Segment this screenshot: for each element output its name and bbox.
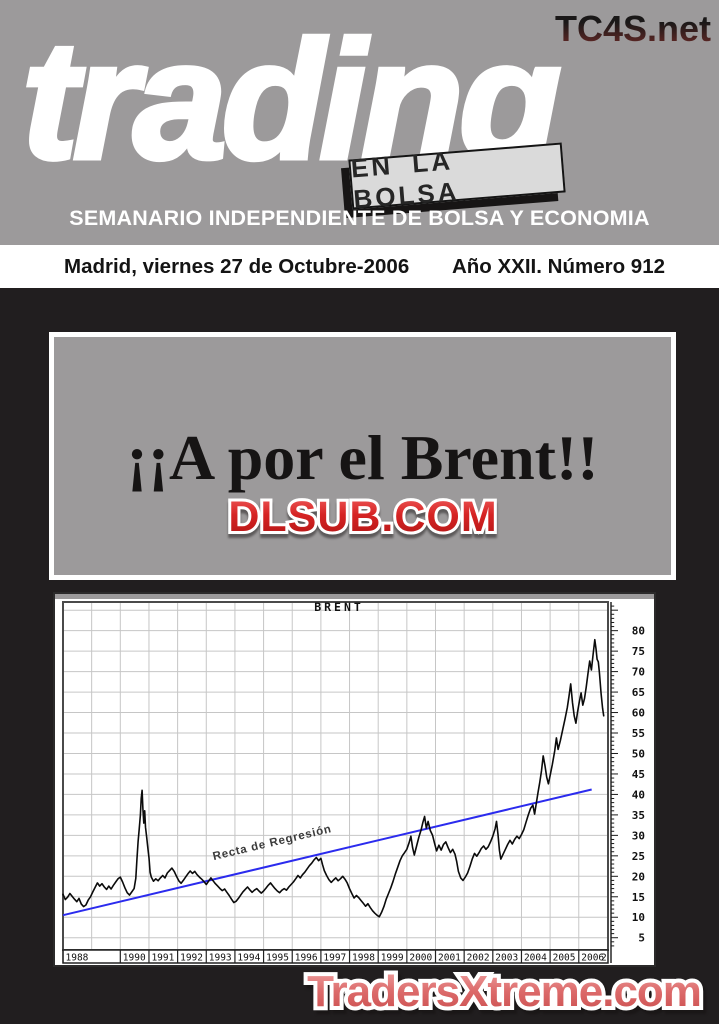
svg-text:1990: 1990 [123, 953, 146, 964]
brent-chart: 1988 1990 1991 1992 1993 1994 1995 1996 1997 1998… [55, 594, 654, 964]
brent-chart-panel: 1988 1990 1991 1992 1993 1994 1995 1996 1997 1998… [53, 592, 656, 967]
svg-text:1995: 1995 [266, 953, 289, 964]
headline-title: ¡¡A por el Brent!! [126, 422, 599, 493]
svg-text:Recta de Regresión: Recta de Regresión [212, 823, 333, 863]
headline-box: ¡¡A por el Brent!! DLSUB.COM [49, 332, 676, 580]
svg-text:35: 35 [632, 809, 645, 822]
tradersxtreme-watermark: TradersXtreme.com [303, 963, 706, 1020]
svg-text:55: 55 [632, 727, 645, 740]
svg-text:2002: 2002 [467, 953, 490, 964]
svg-text:65: 65 [632, 686, 645, 699]
svg-text:2003: 2003 [495, 953, 518, 964]
svg-text:2000: 2000 [409, 953, 432, 964]
svg-text:2005: 2005 [553, 953, 576, 964]
svg-text:80: 80 [632, 625, 645, 638]
svg-text:1991: 1991 [151, 953, 174, 964]
masthead: TC4S.net trading EN LA BOLSA SEMANARIO I… [0, 0, 719, 245]
dlsub-watermark-text: DLSUB.COM [228, 493, 497, 541]
svg-text:20: 20 [632, 870, 645, 883]
svg-text:1988: 1988 [66, 953, 89, 964]
svg-text:1992: 1992 [180, 953, 203, 964]
svg-text:50: 50 [632, 747, 645, 760]
svg-text:1994: 1994 [237, 953, 260, 964]
svg-text:45: 45 [632, 768, 645, 781]
tradersxtreme-watermark-text: TradersXtreme.com [307, 967, 701, 1016]
svg-text:30: 30 [632, 829, 645, 842]
svg-text:10: 10 [632, 911, 645, 924]
svg-text:25: 25 [632, 850, 645, 863]
svg-text:1996: 1996 [295, 953, 318, 964]
svg-text:1998: 1998 [352, 953, 375, 964]
tagline-box: EN LA BOLSA [348, 142, 566, 214]
dateline-issue: Año XXII. Número 912 [451, 254, 665, 278]
svg-text:1993: 1993 [209, 953, 232, 964]
svg-text:40: 40 [632, 788, 645, 801]
tc4s-watermark-text: TC4S.net [555, 8, 711, 49]
dateline-bar: Madrid, viernes 27 de Octubre-2006 Año X… [0, 245, 719, 288]
svg-text:2001: 2001 [438, 953, 461, 964]
svg-text:1999: 1999 [381, 953, 404, 964]
tc4s-watermark: TC4S.net [555, 8, 711, 49]
svg-text:2: 2 [601, 953, 607, 964]
masthead-subtitle: SEMANARIO INDEPENDIENTE DE BOLSA Y ECONO… [69, 206, 650, 230]
svg-text:75: 75 [632, 645, 645, 658]
svg-text:60: 60 [632, 707, 645, 720]
svg-text:BRENT: BRENT [314, 600, 364, 614]
svg-text:2004: 2004 [524, 953, 547, 964]
dlsub-watermark: DLSUB.COM [225, 490, 499, 544]
svg-text:2006: 2006 [581, 953, 604, 964]
dateline-date: Madrid, viernes 27 de Octubre-2006 [64, 254, 410, 278]
svg-text:70: 70 [632, 666, 645, 679]
svg-text:1997: 1997 [323, 953, 346, 964]
svg-text:5: 5 [638, 932, 645, 945]
svg-text:15: 15 [632, 891, 645, 904]
